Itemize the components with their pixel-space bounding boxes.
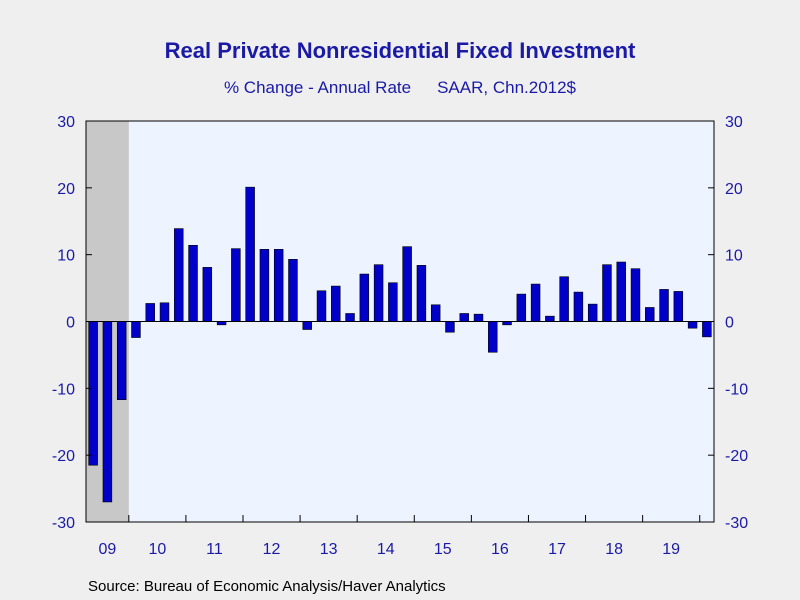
bar xyxy=(159,302,170,322)
bar xyxy=(273,249,284,322)
bar xyxy=(131,321,141,338)
y-tick-label-right: -30 xyxy=(725,515,748,532)
y-tick-label-left: 20 xyxy=(57,181,75,198)
y-axis-right: 30 20 10 0 -10 -20 -30 xyxy=(708,114,748,532)
x-tick-label: 13 xyxy=(320,541,338,558)
subtitle-basis: SAAR, Chn.2012$ xyxy=(437,78,577,97)
bar xyxy=(516,293,527,322)
x-tick-label: 09 xyxy=(99,541,117,558)
y-tick-label-right: -20 xyxy=(725,448,748,465)
y-tick-label-left: -20 xyxy=(52,448,75,465)
bar xyxy=(673,291,684,322)
bar xyxy=(459,313,469,322)
bar xyxy=(116,321,127,400)
bar xyxy=(245,186,255,322)
x-tick-label: 14 xyxy=(377,541,395,558)
chart-title: Real Private Nonresidential Fixed Invest… xyxy=(164,38,636,63)
bar xyxy=(687,321,698,329)
bar xyxy=(216,321,227,326)
x-tick-label: 17 xyxy=(548,541,566,558)
bar xyxy=(188,245,198,322)
x-tick-label: 11 xyxy=(206,541,223,558)
source-note: Source: Bureau of Economic Analysis/Have… xyxy=(88,578,446,595)
bar xyxy=(630,268,641,322)
bar xyxy=(645,307,655,322)
bar xyxy=(345,313,355,322)
bar xyxy=(616,261,626,322)
y-tick-label-left: -10 xyxy=(52,381,75,398)
y-tick-label-right: -10 xyxy=(725,381,748,398)
bar xyxy=(559,276,569,322)
y-tick-label-right: 20 xyxy=(725,181,743,198)
bar xyxy=(359,273,370,322)
bar xyxy=(659,289,669,322)
chart-subtitle: % Change - Annual Rate SAAR, Chn.2012$ xyxy=(0,78,800,98)
y-tick-label-left: 30 xyxy=(57,114,75,131)
bar xyxy=(373,264,384,322)
y-tick-label-right: 30 xyxy=(725,114,743,131)
bar xyxy=(445,321,455,333)
bar xyxy=(416,265,427,322)
bar xyxy=(702,321,712,338)
x-tick-label: 19 xyxy=(662,541,680,558)
bar xyxy=(473,313,484,322)
x-tick-label: 16 xyxy=(491,541,509,558)
bar xyxy=(587,303,598,322)
bar xyxy=(530,283,541,322)
bar xyxy=(302,321,312,330)
bar-series xyxy=(88,186,712,503)
bar xyxy=(174,228,184,322)
bar xyxy=(316,290,327,322)
bar xyxy=(288,259,298,322)
bar xyxy=(488,321,498,353)
bar xyxy=(231,248,241,322)
bar xyxy=(331,285,341,322)
bar xyxy=(202,267,213,322)
bar xyxy=(602,264,612,322)
x-tick-label: 12 xyxy=(263,541,281,558)
bar xyxy=(259,249,270,322)
bar xyxy=(145,303,155,322)
x-axis: 09 10 11 12 13 14 15 16 17 18 19 xyxy=(99,515,701,558)
y-tick-label-left: -30 xyxy=(52,515,75,532)
y-axis-left: 30 20 10 0 -10 -20 -30 xyxy=(52,114,92,532)
bar xyxy=(388,282,398,322)
x-tick-label: 10 xyxy=(148,541,166,558)
bar xyxy=(573,291,584,322)
bar xyxy=(88,321,98,466)
bar xyxy=(102,321,113,503)
x-tick-label: 18 xyxy=(605,541,623,558)
y-tick-label-right: 0 xyxy=(725,315,734,332)
y-tick-label-left: 0 xyxy=(66,315,75,332)
bar xyxy=(430,304,441,322)
x-tick-label: 15 xyxy=(434,541,452,558)
y-tick-label-right: 10 xyxy=(725,248,743,265)
bar xyxy=(402,246,412,322)
bar xyxy=(545,315,555,322)
y-tick-label-left: 10 xyxy=(57,248,75,265)
bar xyxy=(502,321,512,326)
subtitle-units: % Change - Annual Rate xyxy=(223,78,412,97)
